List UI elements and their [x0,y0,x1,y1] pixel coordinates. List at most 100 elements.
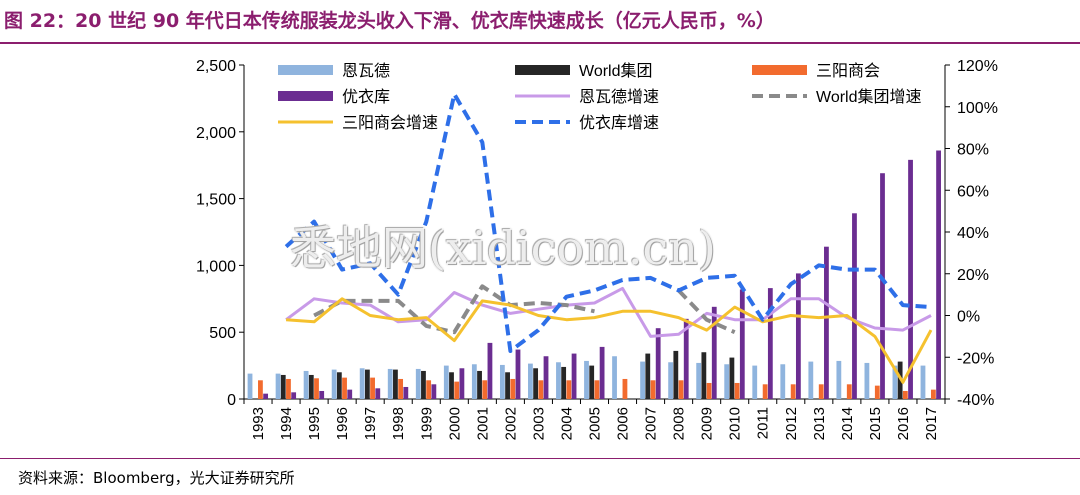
right-tick-label: 60% [957,183,989,200]
bar-优衣库 [571,353,577,399]
bar-三阳商会 [426,380,432,399]
bar-三阳商会 [342,377,347,399]
bar-恩瓦德 [275,373,281,399]
chart: 0 500 1,000 1,500 2,000 2,500 -40% -20% 0% 20% 40%… [196,58,998,440]
legend-label: 三阳商会 [816,62,880,80]
bar-World集团 [673,350,679,399]
bar-三阳商会 [314,378,319,399]
x-tick-label: 1998 [390,407,407,440]
x-tick-label: 2007 [643,407,660,440]
right-tick-label: 40% [957,225,989,242]
legend-swatch [752,65,807,75]
bar-恩瓦德 [528,363,533,399]
bar-优衣库 [683,318,689,399]
bar-优衣库 [403,386,409,399]
bar-恩瓦德 [443,365,449,399]
x-tick-label: 2012 [783,407,800,440]
bar-三阳商会 [622,378,628,399]
x-tick-label: 2009 [699,407,716,440]
bar-World集团 [421,370,426,399]
bar-优衣库 [487,342,493,399]
legend-swatch [278,91,333,101]
line-World集团增速 [677,289,736,335]
bar-恩瓦德 [752,365,758,399]
bar-优衣库 [880,173,885,399]
bar-恩瓦德 [920,365,926,399]
bar-恩瓦德 [780,364,786,399]
bar-优衣库 [936,150,941,399]
x-tick-label: 2013 [811,407,828,440]
right-tick-label: 80% [957,142,989,159]
x-tick-label: 1996 [334,407,351,440]
bar-恩瓦德 [668,362,674,399]
bar-优衣库 [375,388,381,399]
bar-World集团 [364,369,370,399]
bar-优衣库 [319,390,325,399]
right-tick-label: 120% [957,58,998,75]
bar-恩瓦德 [387,368,393,399]
bar-优衣库 [263,393,269,399]
bar-三阳商会 [734,382,740,399]
legend-label: World集团 [579,62,653,80]
bar-恩瓦德 [415,368,421,399]
bar-三阳商会 [510,378,516,399]
bar-优衣库 [739,289,745,399]
x-tick-label: 2014 [839,407,856,440]
bar-World集团 [729,357,735,399]
bar-World集团 [505,372,510,399]
bar-优衣库 [711,306,717,399]
bar-World集团 [477,370,482,399]
bar-World集团 [645,353,651,399]
bar-恩瓦德 [808,361,814,399]
bar-World集团 [589,365,595,399]
bar-优衣库 [767,288,773,399]
bar-恩瓦德 [640,361,645,399]
x-tick-label: 2004 [558,407,575,440]
bar-World集团 [701,352,707,399]
legend-label: 恩瓦德增速 [579,88,659,106]
bar-三阳商会 [930,389,936,399]
bar-三阳商会 [538,380,544,399]
right-tick-label: -40% [957,392,994,409]
x-tick-label: 2002 [502,407,519,440]
right-tick-label: 100% [957,100,998,117]
line-优衣库增速 [284,92,932,353]
left-tick-label: 2,000 [196,125,236,142]
bar-恩瓦德 [612,356,617,399]
x-tick-label: 2008 [671,407,688,440]
bar-三阳商会 [454,381,460,399]
x-tick-label: 1995 [306,407,323,440]
bar-优衣库 [543,356,549,399]
bar-优衣库 [824,246,829,399]
x-tick-label: 2016 [895,407,912,440]
x-tick-label: 1999 [418,407,435,440]
x-tick-label: 2011 [755,407,772,439]
legend-label: World集团增速 [816,88,922,106]
line-三阳商会增速 [285,297,933,384]
bar-三阳商会 [762,384,768,399]
left-tick-label: 2,500 [196,58,236,75]
legend-label: 恩瓦德 [342,62,390,80]
x-tick-label: 2003 [530,407,547,440]
bar-三阳商会 [902,390,908,399]
bar-三阳商会 [398,378,404,399]
x-tick-label: 2010 [727,407,744,440]
bar-优衣库 [908,159,913,399]
bar-World集团 [336,372,342,399]
bar-三阳商会 [650,380,656,399]
bar-World集团 [561,366,567,399]
source-note: 资料来源：Bloomberg，光大证券研究所 [18,469,295,487]
bar-优衣库 [459,368,465,399]
bar-恩瓦德 [247,373,253,399]
x-tick-label: 1997 [362,407,379,440]
left-tick-label: 1,500 [196,192,236,209]
bar-恩瓦德 [836,360,842,399]
footer-rule [0,458,1080,459]
bar-恩瓦德 [331,369,337,399]
bar-World集团 [308,374,314,399]
bar-优衣库 [431,384,437,399]
bar-恩瓦德 [303,370,309,399]
right-tick-label: 0% [957,309,980,326]
title-rule [0,42,1080,44]
legend-label: 优衣库增速 [579,114,659,132]
